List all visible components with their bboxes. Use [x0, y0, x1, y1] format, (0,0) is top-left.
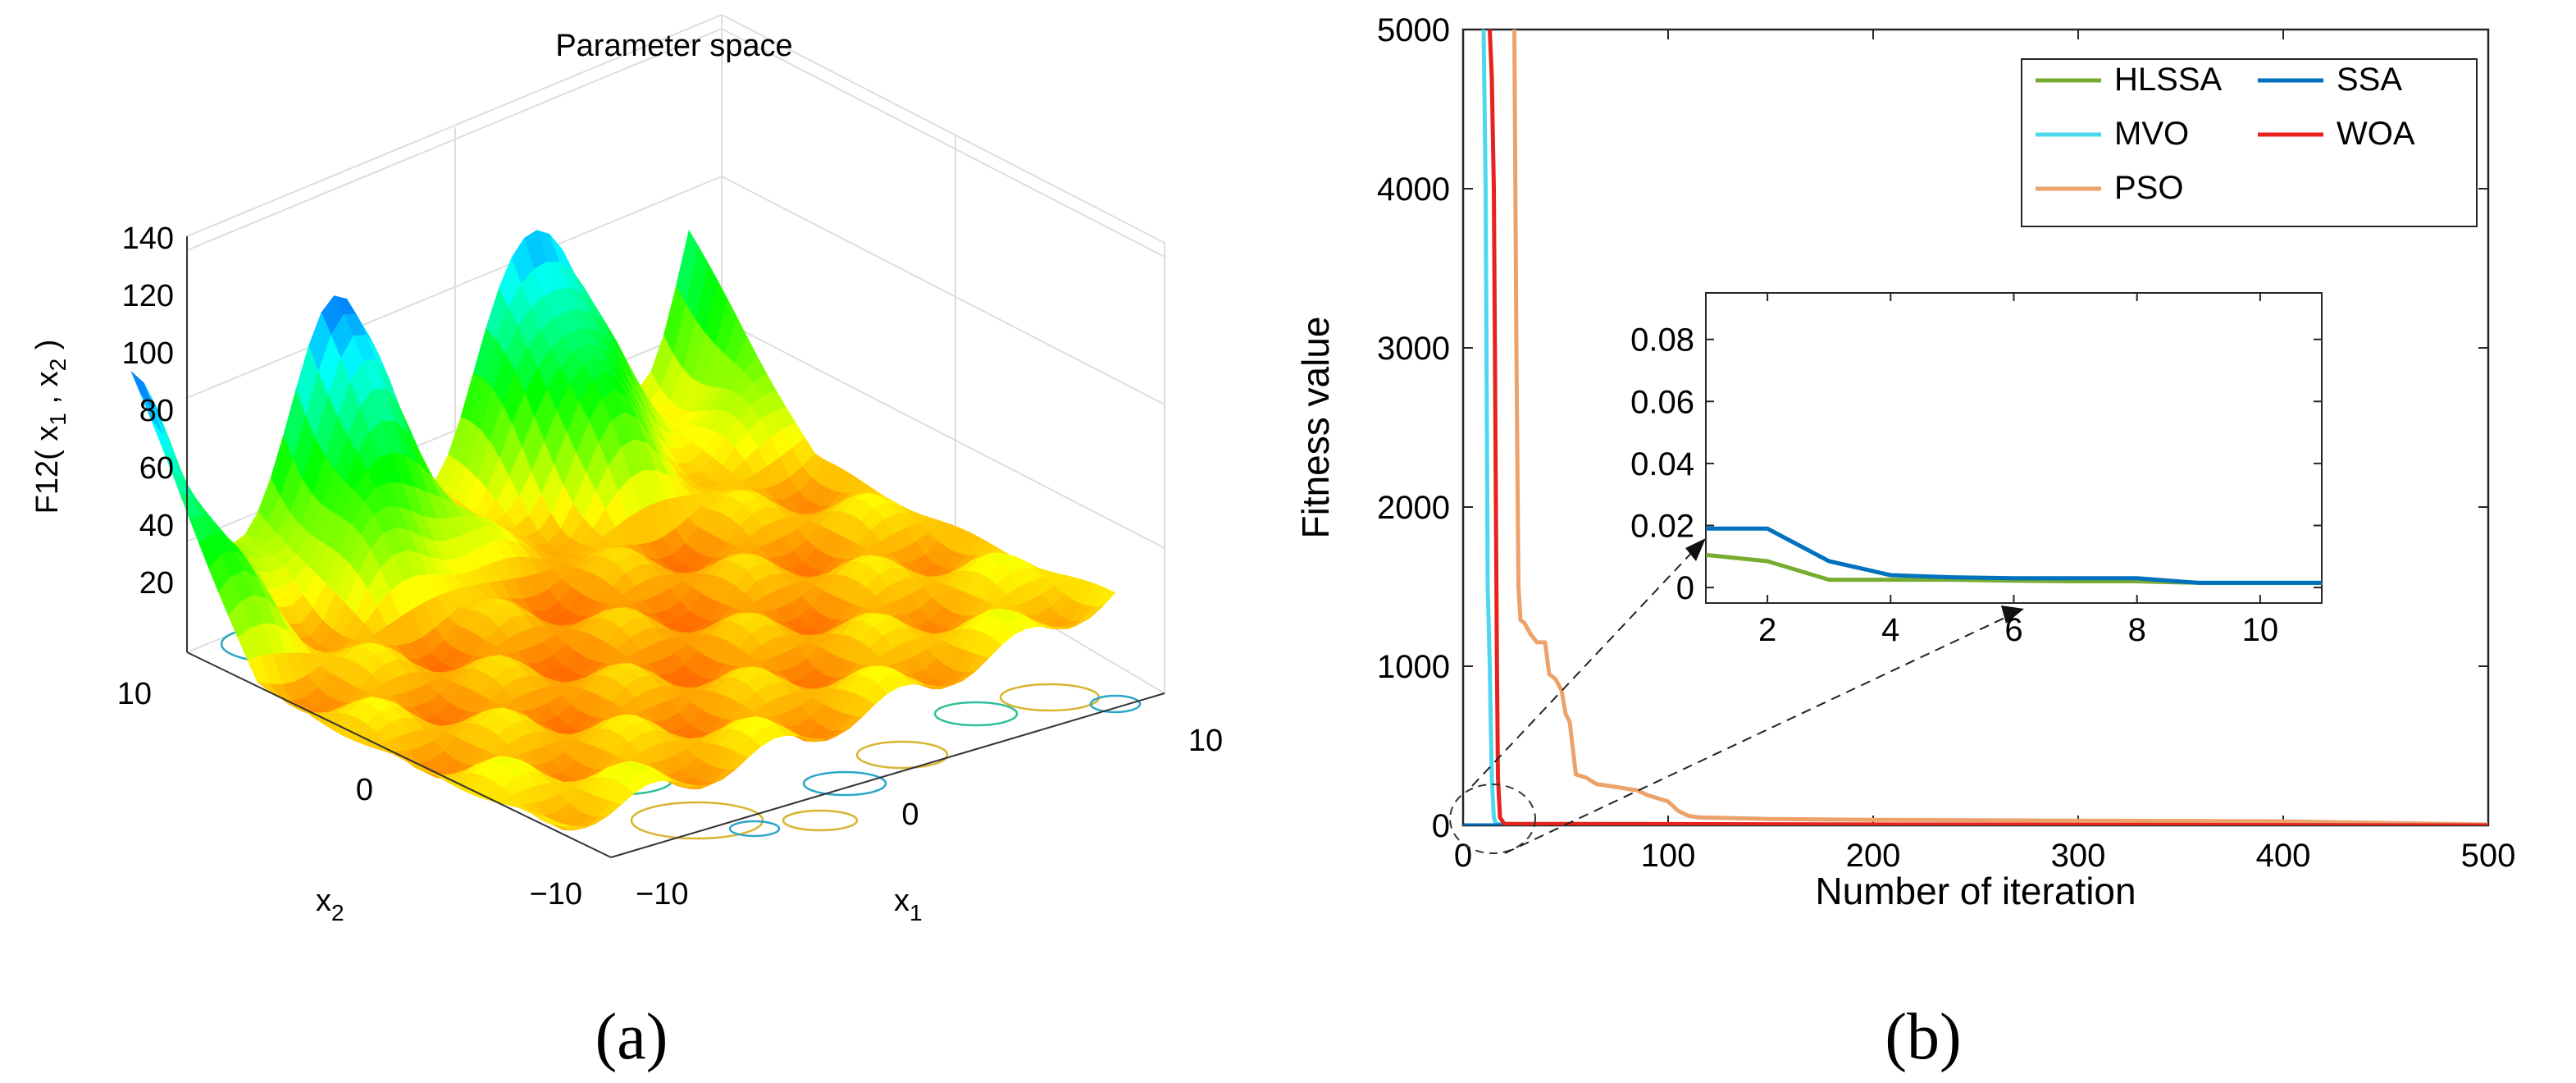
series-line-pso [1512, 30, 2488, 825]
zoom-region-ellipse [1449, 784, 1536, 854]
inset-y-tick-label: 0.02 [1630, 509, 1694, 545]
zoom-arrowhead [1685, 538, 1706, 561]
x2-axis: 10 0 −10 x2 [117, 651, 612, 925]
inset-y-tick-label: 0 [1676, 570, 1694, 606]
caption-a: (a) [595, 1001, 668, 1073]
surface-patch [548, 817, 571, 827]
legend-label-ssa: SSA [2337, 62, 2402, 98]
inset-y-tick-label: 0.08 [1630, 322, 1694, 359]
panel-a-title: Parameter space [555, 29, 792, 63]
inset-plot-area [1705, 292, 2323, 604]
x-tick-label: 300 [2051, 838, 2106, 874]
y-tick-label: 0 [1432, 808, 1450, 844]
y-tick-label: 5000 [1377, 12, 1450, 48]
z-tick-label: 100 [122, 336, 174, 371]
legend-label-pso: PSO [2114, 170, 2183, 206]
legend-label-hlssa: HLSSA [2114, 62, 2222, 98]
x2-tick-label: 10 [117, 677, 152, 711]
x-tick-label: 100 [1641, 838, 1696, 874]
z-tick-label: 120 [122, 279, 174, 313]
inset-x-tick-label: 10 [2242, 612, 2279, 648]
x1-axis-label: x1 [894, 884, 923, 925]
x1-tick-label: 10 [1188, 724, 1223, 758]
z-tick-label: 80 [139, 394, 174, 428]
z-axis-label: F12( x1 , x2 ) [30, 340, 71, 514]
z-tick-label: 40 [139, 509, 174, 543]
x-tick-label: 500 [2461, 838, 2516, 874]
legend-box [2021, 58, 2478, 227]
zoom-arrowhead [2001, 605, 2024, 624]
y-tick-label: 3000 [1377, 331, 1450, 367]
y-tick-label: 2000 [1377, 490, 1450, 526]
inset-x-tick-label: 4 [1881, 612, 1899, 648]
inset-x-tick-label: 6 [2004, 612, 2022, 648]
x-axis-label: Number of iteration [1815, 870, 2136, 912]
inset-y-tick-label: 0.06 [1630, 384, 1694, 420]
inset-series-lines [1706, 526, 2322, 585]
x2-axis-label: x2 [316, 884, 344, 925]
x1-tick-label: 0 [901, 797, 919, 832]
y-axis-label: Fitness value [1294, 316, 1337, 538]
series-line-woa [1488, 30, 2488, 825]
caption-b: (b) [1885, 1001, 1961, 1073]
inset-x-tick-label: 2 [1758, 612, 1776, 648]
inset-chart: 2 4 6 8 10 0 0.02 0.04 0.06 0.08 [1630, 292, 2323, 648]
x1-axis: −10 0 10 x1 [610, 692, 1223, 925]
z-tick-label: 20 [139, 566, 174, 601]
inset-y-tick-label: 0.04 [1630, 446, 1694, 482]
x-tick-label: 0 [1454, 838, 1472, 874]
x2-tick-label: −10 [530, 877, 582, 912]
y-tick-label: 4000 [1377, 171, 1450, 208]
inset-axis-ticks: 2 4 6 8 10 0 0.02 0.04 0.06 0.08 [1630, 293, 2322, 648]
x-tick-label: 200 [1846, 838, 1901, 874]
x1-tick-label: −10 [636, 877, 688, 912]
legend: HLSSA SSA MVO WOA PSO [2021, 58, 2478, 227]
zoom-arrows [1471, 547, 2014, 854]
x-tick-label: 400 [2256, 838, 2311, 874]
y-tick-label: 1000 [1377, 649, 1450, 685]
legend-label-mvo: MVO [2114, 116, 2189, 152]
panel-a: Parameter space 140 120 100 80 60 40 20 … [30, 14, 1223, 1073]
inset-x-tick-label: 8 [2128, 612, 2146, 648]
z-tick-label: 60 [139, 451, 174, 486]
surface-plot [130, 229, 1116, 831]
x2-tick-label: 0 [356, 773, 373, 807]
z-axis: 140 120 100 80 60 40 20 F12( x1 , x2 ) [30, 222, 188, 652]
z-tick-label: 140 [122, 222, 174, 256]
inset-series-line-ssa [1706, 526, 2322, 585]
series-lines [1463, 30, 2488, 825]
legend-label-woa: WOA [2337, 116, 2415, 152]
